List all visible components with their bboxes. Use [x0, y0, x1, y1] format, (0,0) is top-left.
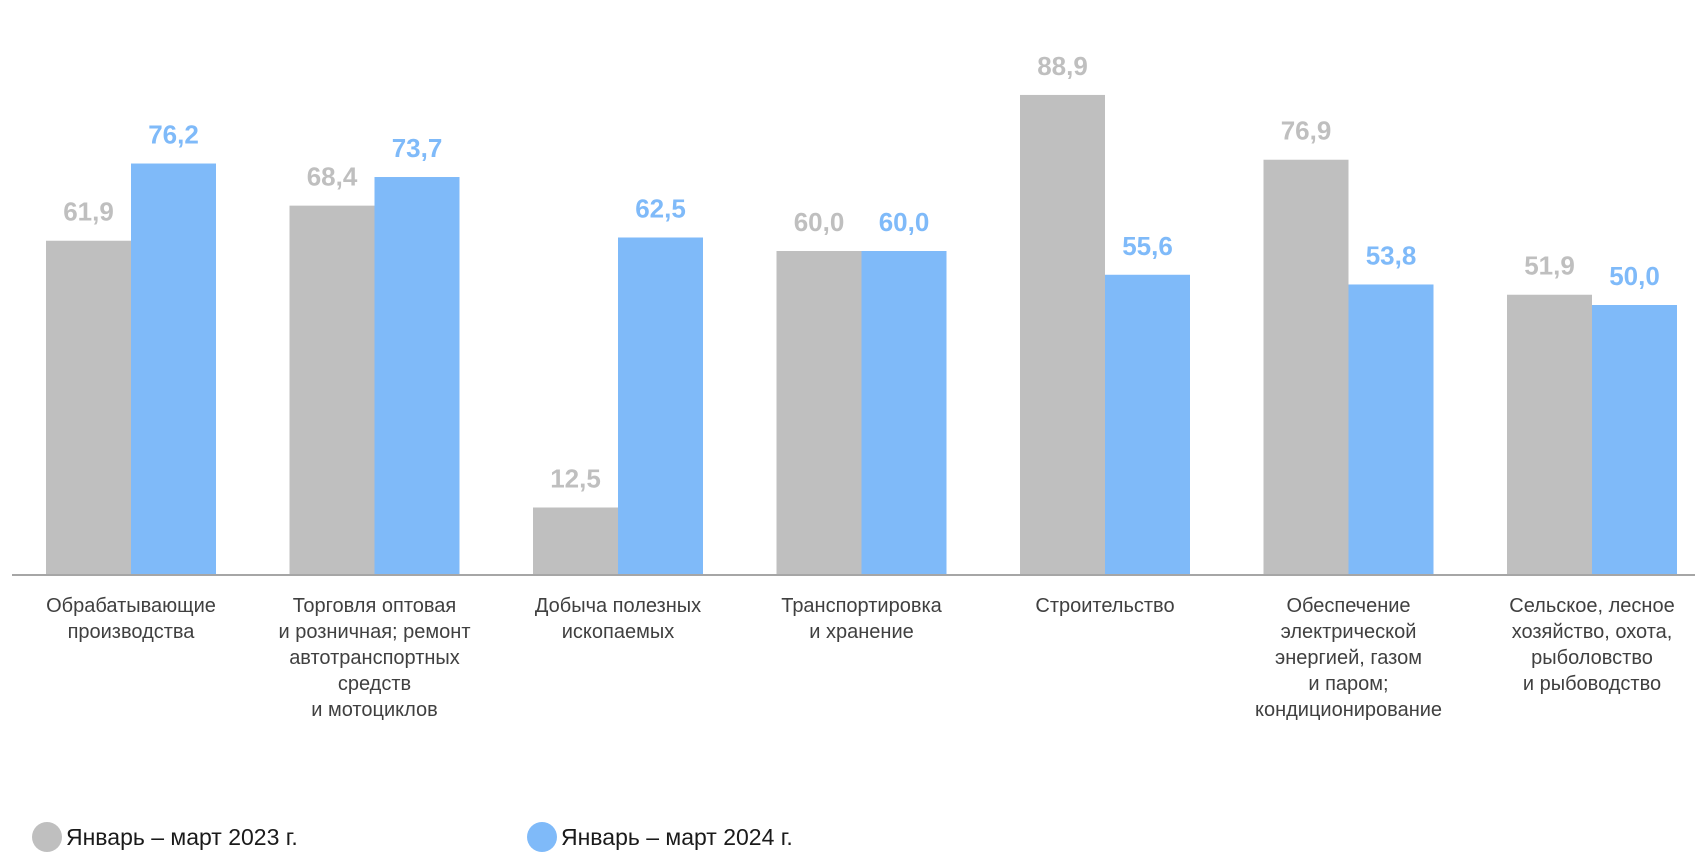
legend-item-2024: Январь – март 2024 г.: [527, 820, 793, 854]
value-label-2024-2: 62,5: [635, 194, 686, 224]
bars-group: [46, 94, 1677, 576]
legend-marker-2024: [527, 822, 557, 852]
bar-2024-3: [861, 251, 947, 575]
value-label-2023-6: 51,9: [1524, 251, 1575, 281]
bar-2023-6: [1507, 294, 1592, 575]
bar-2024-6: [1592, 305, 1677, 575]
bar-2024-1: [374, 177, 460, 575]
value-label-2024-1: 73,7: [392, 133, 443, 163]
bar-2024-4: [1105, 274, 1190, 575]
value-label-2024-3: 60,0: [879, 207, 930, 237]
bar-2024-2: [618, 237, 703, 575]
value-labels-group: 61,9 76,2 68,4 73,7 12,5 62,5 60,0 60,0 88,9 55,6…: [63, 51, 1660, 494]
category-label-3: Транспортировка и хранение: [781, 595, 942, 643]
value-label-2023-1: 68,4: [307, 162, 358, 192]
category-label-0: Обрабатывающие производства: [46, 595, 216, 643]
category-label-5: Обеспечение электрической энергией, газом и…: [1255, 595, 1442, 720]
category-label-1: Торговля оптовая и розничная; ремонт автот…: [279, 595, 471, 720]
bar-2023-1: [289, 205, 375, 575]
value-label-2023-0: 61,9: [63, 197, 114, 227]
bar-2024-0: [131, 163, 216, 575]
legend-item-2023: Январь – март 2023 г.: [32, 820, 298, 854]
category-label-6: Сельское, лесное хозяйство, охота, рыболов…: [1509, 595, 1674, 695]
value-label-2023-4: 88,9: [1037, 51, 1088, 81]
value-label-2024-6: 50,0: [1609, 261, 1660, 291]
bar-2023-0: [46, 240, 131, 576]
bar-2023-3: [776, 251, 862, 575]
value-label-2024-5: 53,8: [1366, 240, 1417, 270]
value-label-2024-4: 55,6: [1122, 231, 1173, 261]
bar-2023-5: [1263, 159, 1349, 576]
bar-2024-5: [1348, 284, 1434, 575]
legend-label-2024: Январь – март 2024 г.: [561, 823, 793, 850]
value-label-2023-5: 76,9: [1281, 116, 1332, 146]
legend-marker-2023: [32, 822, 62, 852]
legend-label-2023: Январь – март 2023 г.: [66, 823, 298, 850]
category-label-2: Добыча полезных ископаемых: [535, 595, 701, 643]
bar-2023-2: [533, 507, 618, 575]
category-label-4: Строительство: [1035, 595, 1174, 617]
value-label-2023-2: 12,5: [550, 464, 601, 494]
bar-2023-4: [1020, 94, 1105, 575]
bar-chart: 61,9 76,2 68,4 73,7 12,5 62,5 60,0 60,0 88,9 55,6…: [12, 51, 1695, 720]
value-label-2024-0: 76,2: [148, 120, 199, 150]
category-labels-group: Обрабатывающие производства Торговля оптов…: [46, 595, 1675, 720]
value-label-2023-3: 60,0: [794, 207, 845, 237]
